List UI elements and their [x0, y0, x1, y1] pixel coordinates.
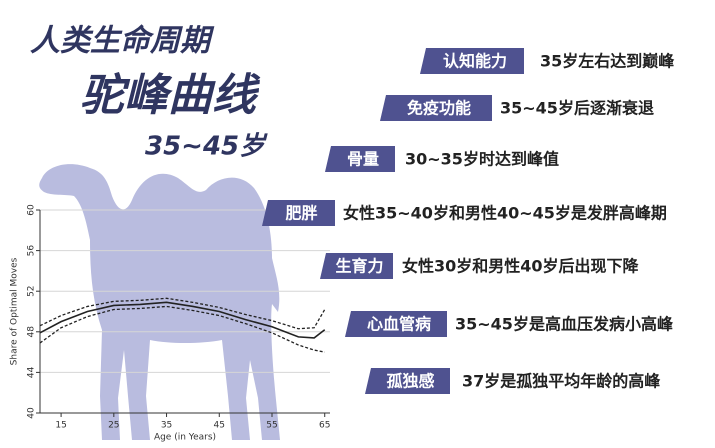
x-tick-label: 35	[161, 421, 172, 431]
y-tick-label: 60	[27, 204, 37, 216]
item-text: 37岁是孤独平均年龄的高峰	[462, 372, 661, 391]
series-line	[39, 301, 326, 339]
title-line1: 人类生命周期	[30, 24, 215, 59]
item-text: 30~35岁时达到峰值	[405, 150, 559, 169]
tag-label: 免疫功能	[407, 99, 471, 118]
tag-box	[365, 368, 450, 394]
tag-box	[380, 95, 492, 121]
tag-box	[345, 311, 447, 337]
item-text: 女性35~40岁和男性40~45岁是发胖高峰期	[343, 204, 667, 223]
tag-box	[325, 146, 395, 172]
series-line	[39, 305, 325, 353]
y-tick-label: 40	[27, 407, 37, 419]
tag-label: 认知能力	[443, 52, 507, 71]
y-tick-label: 56	[27, 245, 37, 257]
y-tick-label: 48	[27, 326, 37, 338]
x-axis-label: Age (in Years)	[154, 433, 216, 443]
y-tick-label: 52	[27, 285, 37, 296]
tag-box	[262, 200, 335, 226]
item-text: 35~45岁后逐渐衰退	[500, 99, 654, 118]
y-axis-label: Share of Optimal Moves	[10, 257, 20, 365]
x-tick-label: 55	[266, 421, 277, 431]
y-tick-label: 44	[27, 366, 37, 378]
x-tick-label: 15	[55, 421, 66, 431]
series-line	[39, 297, 326, 330]
tag-label: 孤独感	[386, 372, 434, 391]
tag-label: 骨量	[347, 150, 379, 169]
x-tick-label: 25	[108, 421, 119, 431]
tag-box	[420, 48, 524, 74]
tag-label: 心血管病	[367, 315, 431, 334]
tag-label: 生育力	[335, 257, 383, 276]
item-text: 35岁左右达到巅峰	[540, 52, 675, 71]
x-tick-label: 65	[319, 421, 330, 431]
x-tick-label: 45	[214, 421, 225, 431]
title-line2: 驼峰曲线	[80, 70, 261, 121]
tag-label: 肥胖	[285, 204, 317, 223]
camel-silhouette	[39, 164, 280, 440]
tag-box	[320, 253, 393, 279]
title-line3: 35~45岁	[145, 132, 268, 162]
item-text: 女性30岁和男性40岁后出现下降	[402, 257, 640, 276]
item-text: 35~45岁是高血压发病小高峰	[455, 315, 674, 334]
